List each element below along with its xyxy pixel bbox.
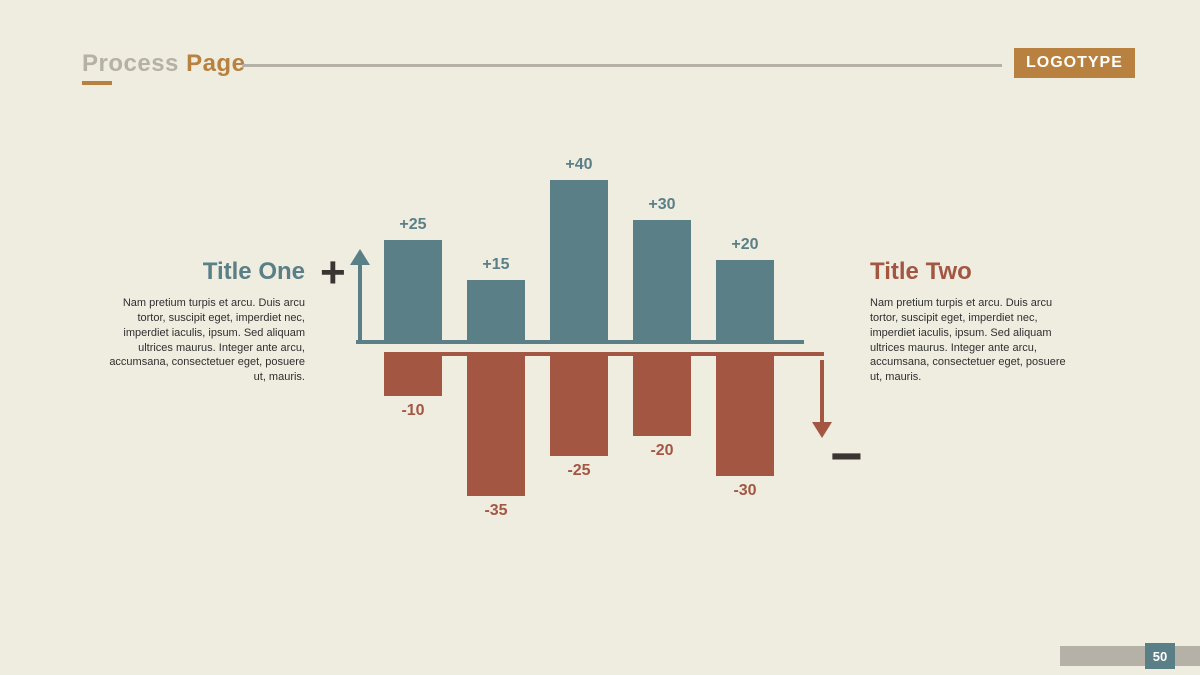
arrow-down-head-icon — [812, 422, 832, 438]
bottom-bar-label: -30 — [715, 482, 775, 500]
top-bar — [550, 180, 608, 340]
header-word-1: Process — [82, 50, 179, 77]
arrow-up-icon — [358, 265, 362, 344]
top-bar-label: +20 — [715, 236, 775, 254]
side-left-body: Nam pretium turpis et arcu. Duis arcu to… — [100, 296, 305, 385]
bottom-bar — [384, 356, 442, 396]
bottom-bar — [633, 356, 691, 436]
side-left-title: Title One — [100, 258, 305, 286]
top-bar-label: +40 — [549, 156, 609, 174]
top-bar — [467, 280, 525, 340]
top-bar — [384, 240, 442, 340]
bottom-bar-label: -35 — [466, 502, 526, 520]
slide-page: Process Page LOGOTYPE Title One Nam pret… — [0, 0, 1200, 675]
side-left: Title One Nam pretium turpis et arcu. Du… — [100, 258, 305, 385]
axis-top — [356, 340, 804, 344]
logo-badge: LOGOTYPE — [1014, 48, 1135, 78]
side-right-body: Nam pretium turpis et arcu. Duis arcu to… — [870, 296, 1075, 385]
header-rule — [242, 64, 1002, 67]
diverging-bar-chart: +25 -10 +15 -35 +40 -25 +30 -20 +20 -30 — [334, 120, 834, 590]
header-word-2: Page — [186, 50, 245, 77]
top-bar-label: +15 — [466, 256, 526, 274]
top-bar-label: +30 — [632, 196, 692, 214]
bottom-bar — [467, 356, 525, 496]
logo-text: LOGOTYPE — [1026, 54, 1123, 72]
arrow-down-icon — [820, 360, 824, 422]
bottom-bar-label: -20 — [632, 442, 692, 460]
bottom-bar-label: -10 — [383, 402, 443, 420]
page-header-title: Process Page — [82, 50, 245, 78]
top-bar-label: +25 — [383, 216, 443, 234]
page-number: 50 — [1145, 643, 1175, 669]
side-right-title: Title Two — [870, 258, 1075, 286]
arrow-up-head-icon — [350, 249, 370, 265]
bottom-bar-label: -25 — [549, 462, 609, 480]
side-right: Title Two Nam pretium turpis et arcu. Du… — [870, 258, 1075, 385]
bottom-bar — [550, 356, 608, 456]
footer-bar — [1060, 646, 1200, 666]
header-underline — [82, 81, 112, 85]
top-bar — [633, 220, 691, 340]
bottom-bar — [716, 356, 774, 476]
top-bar — [716, 260, 774, 340]
